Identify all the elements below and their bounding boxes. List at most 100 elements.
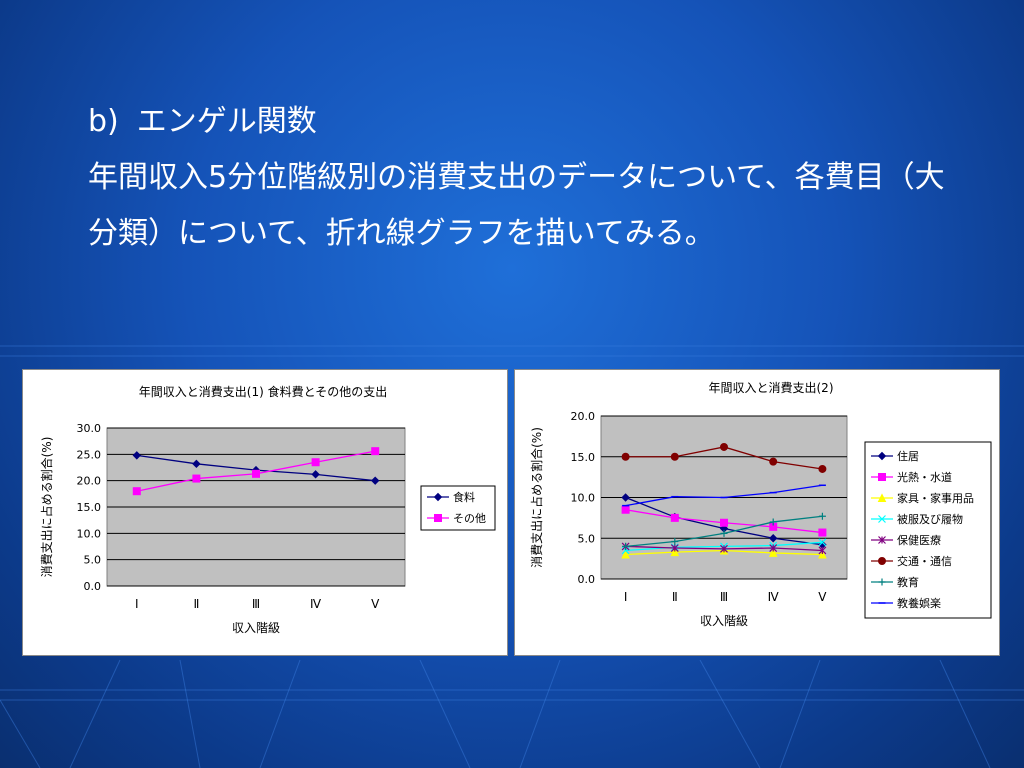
legend-item: 保健医療 xyxy=(871,533,941,547)
data-point xyxy=(720,544,728,553)
legend-item: 住居 xyxy=(871,449,919,463)
data-point xyxy=(671,538,679,546)
legend-label: 住居 xyxy=(897,449,919,463)
data-point xyxy=(818,549,827,559)
legend-marker xyxy=(878,515,886,523)
legend-marker xyxy=(434,514,442,522)
series-8 xyxy=(622,484,826,507)
chart-2: 年間収入と消費支出(2) 0.0 5.0 10.0 15.0 20.0 Ⅰ Ⅱ Ⅲ Ⅳ Ⅴ 収入階級 消… xyxy=(529,380,992,628)
legend-label: 家具・家事用品 xyxy=(897,491,974,505)
y-tick-label: 10.0 xyxy=(77,527,102,540)
slide-paragraph: 年間収入5分位階級別の消費支出のデータについて、各費目（大分類）について、折れ線… xyxy=(88,160,945,251)
data-point xyxy=(670,547,680,557)
x-tick-label: Ⅱ xyxy=(193,597,199,611)
y-tick-label: 20.0 xyxy=(571,410,596,423)
x-tick-label: Ⅳ xyxy=(310,597,321,611)
data-point xyxy=(192,459,201,469)
data-point xyxy=(768,534,778,543)
y-tick-label: 5.0 xyxy=(84,554,102,567)
chart-title: 年間収入と消費支出(2) xyxy=(709,380,834,395)
data-point xyxy=(670,452,679,461)
data-point xyxy=(670,544,679,552)
x-tick-label: Ⅲ xyxy=(720,590,728,604)
legend-marker xyxy=(878,578,886,586)
data-point xyxy=(818,546,827,555)
x-tick-label: Ⅱ xyxy=(672,590,678,604)
data-point xyxy=(818,538,827,547)
legend-marker xyxy=(877,493,887,502)
series-6 xyxy=(621,442,827,473)
y-tick-label: 15.0 xyxy=(77,501,102,514)
data-point xyxy=(818,512,826,520)
y-tick-label: 20.0 xyxy=(77,475,102,488)
x-axis-label: 収入階級 xyxy=(232,620,280,635)
data-point xyxy=(720,442,728,451)
legend-marker xyxy=(878,536,886,544)
data-point xyxy=(720,518,728,527)
series-2 xyxy=(132,447,380,496)
data-point xyxy=(818,528,827,537)
series-2 xyxy=(621,505,827,537)
data-point xyxy=(622,542,630,550)
legend-label: 教育 xyxy=(897,575,919,589)
data-point xyxy=(621,549,630,559)
data-point xyxy=(769,544,778,552)
data-point xyxy=(132,451,142,460)
chart-title: 年間収入と消費支出(1) 食料費とその他の支出 xyxy=(139,384,387,399)
data-point xyxy=(192,474,201,483)
data-point xyxy=(311,458,320,467)
x-axis-label: 収入階級 xyxy=(700,613,748,628)
legend-box xyxy=(864,441,992,619)
data-point xyxy=(252,469,260,478)
y-axis-label: 消費支出に占める割合(%) xyxy=(39,437,54,578)
legend-item: 教育 xyxy=(871,575,919,589)
data-point xyxy=(370,476,380,485)
legend-marker xyxy=(433,492,443,502)
x-tick-label: Ⅴ xyxy=(371,597,380,611)
legend-item: 交通・通信 xyxy=(871,554,952,568)
chart-panel-2: 年間収入と消費支出(2) 0.0 5.0 10.0 15.0 20.0 Ⅰ Ⅱ Ⅲ Ⅳ Ⅴ 収入階級 消… xyxy=(514,369,1000,656)
y-tick-label: 10.0 xyxy=(571,492,596,505)
legend-label: 光熱・水道 xyxy=(897,470,952,484)
legend-label: その他 xyxy=(453,512,486,525)
legend-label: 食料 xyxy=(453,490,475,504)
legend-item: 光熱・水道 xyxy=(871,470,952,484)
data-point xyxy=(371,447,380,456)
heading-text: エンゲル関数 xyxy=(136,104,317,139)
data-point xyxy=(621,493,630,502)
y-tick-label: 0.0 xyxy=(84,580,102,593)
data-point xyxy=(132,487,141,496)
slide-heading: b) エンゲル関数 xyxy=(88,96,317,140)
legend-box xyxy=(420,485,496,531)
data-point xyxy=(311,470,320,479)
chart-1: 年間収入と消費支出(1) 食料費とその他の支出 0.0 5.0 10.0 15.0 20.… xyxy=(39,384,496,635)
data-point xyxy=(769,457,778,466)
data-point xyxy=(621,505,630,514)
legend-marker xyxy=(877,451,887,461)
legend-label: 交通・通信 xyxy=(897,554,952,568)
y-tick-label: 5.0 xyxy=(578,532,596,545)
x-tick-label: Ⅴ xyxy=(818,590,827,604)
chart-panel-1: 年間収入と消費支出(1) 食料費とその他の支出 0.0 5.0 10.0 15.0 20.… xyxy=(22,369,508,656)
x-tick-label: Ⅲ xyxy=(252,597,260,611)
legend-label: 被服及び履物 xyxy=(897,512,963,526)
legend-marker xyxy=(878,557,886,565)
legend-item: 教養娯楽 xyxy=(871,596,941,610)
y-tick-label: 25.0 xyxy=(77,448,102,461)
legend-item: 被服及び履物 xyxy=(871,512,963,526)
y-axis-label: 消費支出に占める割合(%) xyxy=(529,427,544,568)
x-tick-label: Ⅰ xyxy=(135,597,139,611)
y-tick-label: 0.0 xyxy=(578,573,596,586)
legend-label: 教養娯楽 xyxy=(897,596,941,610)
series-7 xyxy=(622,512,826,550)
data-point xyxy=(818,464,827,473)
y-tick-label: 30.0 xyxy=(77,422,102,435)
legend-marker xyxy=(878,473,886,481)
data-point xyxy=(621,452,630,461)
x-tick-label: Ⅳ xyxy=(768,590,779,604)
legend-item: その他 xyxy=(427,512,486,525)
data-point xyxy=(670,513,679,522)
data-point xyxy=(769,518,777,526)
heading-label: b) xyxy=(88,104,119,139)
